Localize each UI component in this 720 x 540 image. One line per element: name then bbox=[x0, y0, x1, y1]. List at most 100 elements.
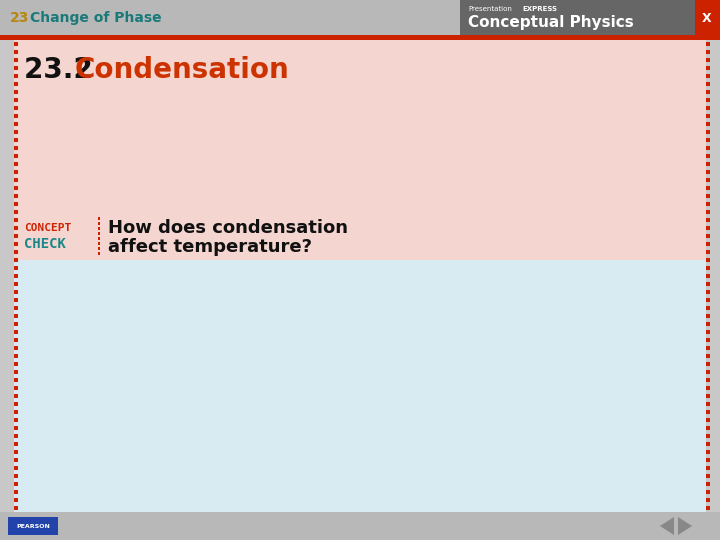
Bar bbox=[706, 186, 710, 190]
Bar bbox=[14, 106, 18, 110]
Bar bbox=[706, 178, 710, 182]
Bar bbox=[14, 266, 18, 270]
Text: PEARSON: PEARSON bbox=[16, 523, 50, 529]
Bar bbox=[14, 498, 18, 502]
Bar bbox=[706, 306, 710, 310]
Text: CONCEPT: CONCEPT bbox=[24, 223, 71, 233]
Bar bbox=[706, 314, 710, 318]
Bar bbox=[706, 146, 710, 150]
Bar bbox=[14, 114, 18, 118]
Bar bbox=[706, 378, 710, 382]
Text: affect temperature?: affect temperature? bbox=[108, 238, 312, 256]
Bar bbox=[706, 58, 710, 62]
Bar bbox=[98, 247, 100, 250]
Bar bbox=[98, 242, 100, 245]
Bar bbox=[706, 466, 710, 470]
Bar bbox=[706, 122, 710, 126]
Bar bbox=[706, 450, 710, 454]
Bar bbox=[8, 517, 58, 535]
Bar bbox=[706, 338, 710, 342]
Bar bbox=[695, 0, 720, 35]
Bar bbox=[14, 40, 706, 260]
Bar bbox=[14, 306, 18, 310]
Bar bbox=[706, 410, 710, 414]
Text: CHECK: CHECK bbox=[24, 237, 66, 251]
Bar bbox=[14, 402, 18, 406]
Bar bbox=[706, 106, 710, 110]
Bar bbox=[14, 226, 18, 230]
Bar bbox=[706, 162, 710, 166]
Bar bbox=[14, 90, 18, 94]
Bar bbox=[706, 346, 710, 350]
Bar bbox=[14, 178, 18, 182]
Bar bbox=[706, 258, 710, 262]
Bar bbox=[14, 82, 18, 86]
Bar bbox=[706, 234, 710, 238]
Bar bbox=[14, 458, 18, 462]
Bar bbox=[14, 130, 18, 134]
Bar bbox=[14, 378, 18, 382]
Text: Conceptual Physics: Conceptual Physics bbox=[468, 16, 634, 30]
Bar bbox=[14, 338, 18, 342]
Bar bbox=[706, 138, 710, 142]
Bar bbox=[706, 74, 710, 78]
Bar bbox=[14, 58, 18, 62]
Bar bbox=[706, 370, 710, 374]
Bar bbox=[14, 146, 18, 150]
Bar bbox=[706, 394, 710, 398]
Bar bbox=[706, 362, 710, 366]
Bar bbox=[98, 222, 100, 225]
Bar bbox=[14, 466, 18, 470]
Bar bbox=[14, 186, 18, 190]
Bar bbox=[706, 50, 710, 54]
Text: Change of Phase: Change of Phase bbox=[30, 11, 161, 25]
Bar bbox=[706, 266, 710, 270]
Bar bbox=[706, 426, 710, 430]
Bar bbox=[14, 426, 18, 430]
Bar bbox=[706, 66, 710, 70]
Bar bbox=[14, 74, 18, 78]
Bar bbox=[706, 402, 710, 406]
Bar bbox=[14, 122, 18, 126]
Bar bbox=[14, 138, 18, 142]
Bar bbox=[706, 490, 710, 494]
Bar bbox=[706, 282, 710, 286]
Bar bbox=[706, 434, 710, 438]
Text: 23.2: 23.2 bbox=[24, 56, 102, 84]
Bar bbox=[706, 154, 710, 158]
Bar bbox=[460, 0, 695, 35]
Bar bbox=[14, 330, 18, 334]
Bar bbox=[706, 474, 710, 478]
Bar bbox=[706, 458, 710, 462]
Text: Condensation: Condensation bbox=[75, 56, 289, 84]
Bar bbox=[706, 82, 710, 86]
Bar bbox=[14, 282, 18, 286]
Bar bbox=[98, 217, 100, 220]
Bar bbox=[706, 330, 710, 334]
Bar bbox=[706, 114, 710, 118]
Bar bbox=[706, 442, 710, 446]
Bar bbox=[98, 237, 100, 240]
Bar bbox=[706, 242, 710, 246]
Bar bbox=[706, 250, 710, 254]
Bar bbox=[14, 418, 18, 422]
Bar bbox=[14, 194, 18, 198]
Bar bbox=[706, 194, 710, 198]
Bar bbox=[14, 250, 18, 254]
Bar bbox=[14, 290, 18, 294]
Bar bbox=[14, 66, 18, 70]
Polygon shape bbox=[678, 517, 692, 535]
Bar bbox=[14, 260, 706, 512]
Bar bbox=[706, 386, 710, 390]
Bar bbox=[706, 290, 710, 294]
Bar bbox=[14, 242, 18, 246]
Bar bbox=[0, 512, 720, 540]
Bar bbox=[98, 232, 100, 235]
Bar bbox=[706, 418, 710, 422]
Bar bbox=[14, 98, 18, 102]
Bar bbox=[14, 482, 18, 486]
Bar bbox=[14, 370, 18, 374]
Bar bbox=[0, 35, 720, 40]
Text: X: X bbox=[702, 11, 712, 24]
Bar bbox=[14, 450, 18, 454]
